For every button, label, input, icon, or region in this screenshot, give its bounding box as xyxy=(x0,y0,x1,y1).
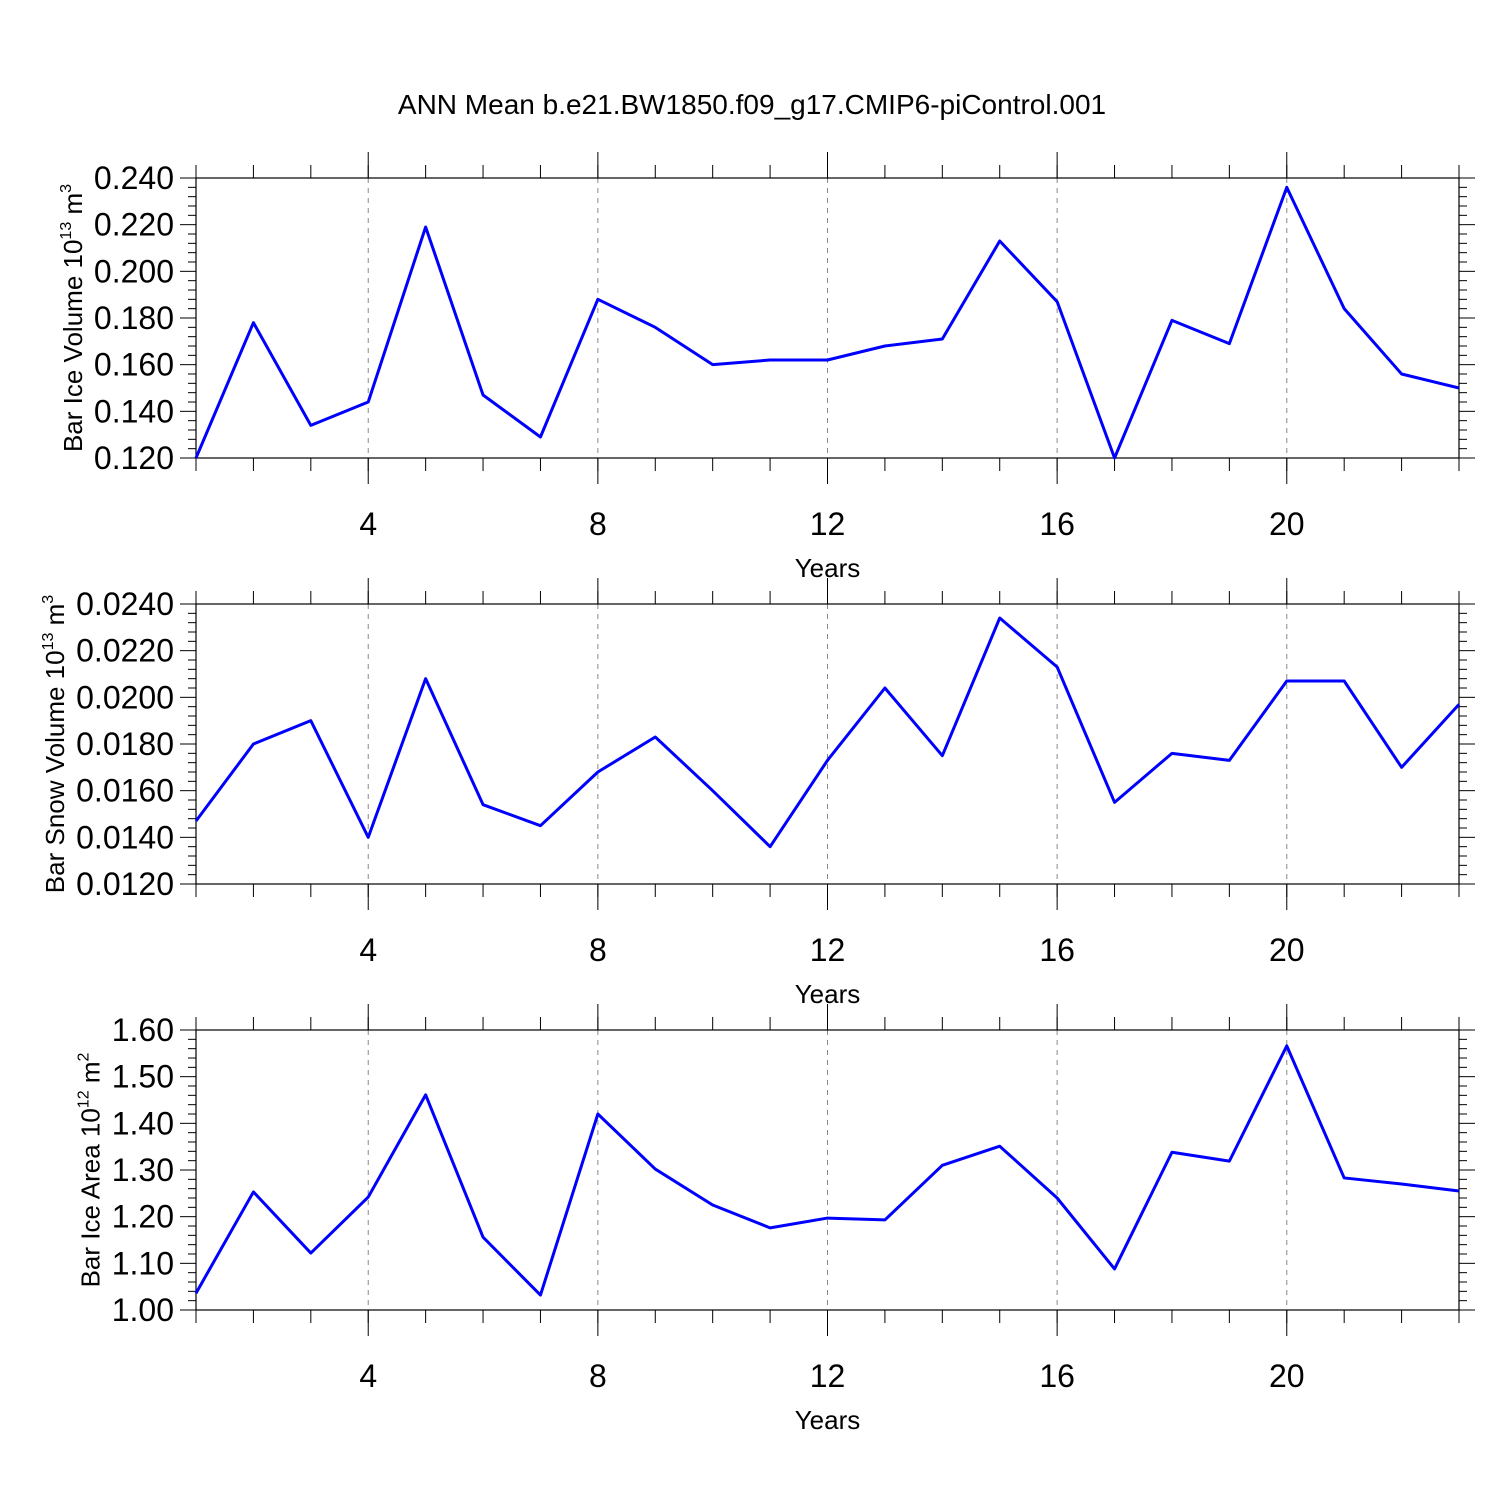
plot-frame xyxy=(195,1029,1460,1311)
y-tick-label: 0.180 xyxy=(94,300,174,336)
data-line xyxy=(194,1044,1460,1297)
y-axis-label-superscript: 3 xyxy=(40,595,57,604)
y-axis-label-part: Bar Snow Volume 10 xyxy=(40,650,70,893)
y-tick-label: 1.30 xyxy=(112,1152,174,1188)
x-tick-label: 4 xyxy=(359,1358,377,1394)
y-axis-label-superscript: 13 xyxy=(40,632,57,650)
y-axis-label: Bar Ice Volume 1013 m3 xyxy=(58,184,88,452)
plot-frame xyxy=(195,603,1460,885)
y-axis-label-part: Bar Ice Volume 10 xyxy=(58,240,88,452)
y-tick-label: 1.10 xyxy=(112,1245,174,1281)
plot-frame xyxy=(195,177,1460,459)
y-tick-label: 0.0200 xyxy=(76,679,174,715)
y-tick-label: 0.0240 xyxy=(76,586,174,622)
y-axis-label-superscript: 13 xyxy=(58,222,75,240)
y-tick-label: 0.200 xyxy=(94,253,174,289)
x-tick-label: 12 xyxy=(810,506,846,542)
y-axis-label: Bar Ice Area 1012 m2 xyxy=(76,1052,106,1287)
x-tick-label: 12 xyxy=(810,1358,846,1394)
y-tick-label: 0.120 xyxy=(94,440,174,476)
y-tick-label: 0.0180 xyxy=(76,726,174,762)
y-axis-label-superscript: 3 xyxy=(58,184,75,193)
x-tick-label: 16 xyxy=(1039,506,1075,542)
x-tick-label: 12 xyxy=(810,932,846,968)
x-tick-label: 4 xyxy=(359,932,377,968)
y-axis-label-part: m xyxy=(76,1061,106,1090)
x-tick-label: 8 xyxy=(589,932,607,968)
x-tick-label: 20 xyxy=(1269,1358,1305,1394)
y-axis-label-part: Bar Ice Area 10 xyxy=(76,1108,106,1287)
x-tick-label: 16 xyxy=(1039,932,1075,968)
y-tick-label: 0.220 xyxy=(94,207,174,243)
y-tick-label: 0.0140 xyxy=(76,819,174,855)
x-tick-label: 8 xyxy=(589,506,607,542)
x-tick-label: 20 xyxy=(1269,506,1305,542)
y-tick-label: 1.20 xyxy=(112,1199,174,1235)
y-tick-label: 1.00 xyxy=(112,1292,174,1328)
x-tick-label: 4 xyxy=(359,506,377,542)
figure-title: ANN Mean b.e21.BW1850.f09_g17.CMIP6-piCo… xyxy=(398,89,1106,120)
y-tick-label: 0.240 xyxy=(94,160,174,196)
x-axis-label: Years xyxy=(795,1405,861,1435)
y-axis-label-part: m xyxy=(58,193,88,222)
y-tick-label: 1.50 xyxy=(112,1059,174,1095)
y-axis-label-part: m xyxy=(40,604,70,633)
x-tick-label: 16 xyxy=(1039,1358,1075,1394)
x-tick-label: 8 xyxy=(589,1358,607,1394)
y-tick-label: 1.60 xyxy=(112,1012,174,1048)
y-axis-label-superscript: 12 xyxy=(76,1090,93,1108)
y-tick-label: 0.0220 xyxy=(76,633,174,669)
data-line xyxy=(194,185,1460,460)
data-line xyxy=(194,616,1461,849)
y-axis-label-superscript: 2 xyxy=(76,1052,93,1061)
y-tick-label: 1.40 xyxy=(112,1105,174,1141)
y-tick-label: 0.0160 xyxy=(76,773,174,809)
y-tick-label: 0.0120 xyxy=(76,866,174,902)
y-tick-label: 0.160 xyxy=(94,347,174,383)
x-tick-label: 20 xyxy=(1269,932,1305,968)
y-tick-label: 0.140 xyxy=(94,393,174,429)
y-axis-label: Bar Snow Volume 1013 m3 xyxy=(40,595,70,894)
